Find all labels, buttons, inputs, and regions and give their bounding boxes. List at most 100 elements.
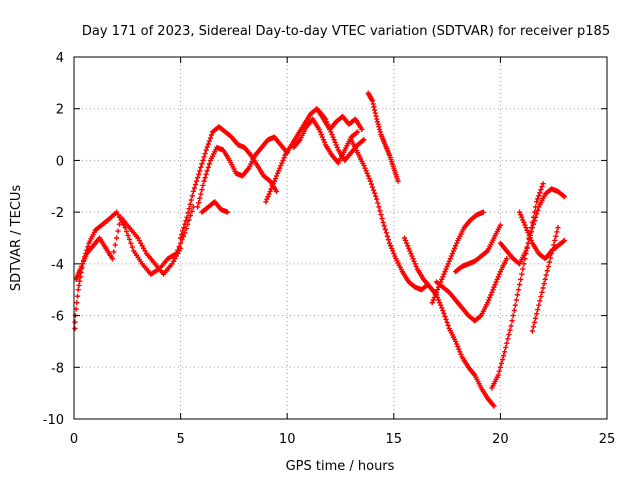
data-point [488,292,494,298]
data-point [497,222,503,228]
data-point [439,305,445,311]
data-point [534,211,540,217]
data-point [207,135,214,141]
data-point [495,372,501,378]
data-point [178,235,184,241]
data-point [542,276,548,282]
data-point [384,233,391,239]
data-point [179,231,185,238]
data-point [279,160,285,166]
data-point [319,134,325,140]
data-point [496,271,502,277]
data-point [412,261,418,267]
data-point [205,141,211,147]
data-point [277,165,283,171]
data-point [128,240,134,246]
data-point [537,190,543,196]
data-point [455,344,461,350]
data-point [550,246,556,252]
data-point [372,190,378,196]
data-point [366,175,372,182]
data-point [445,322,451,329]
data-point [275,170,281,176]
x-tick-label: 25 [599,432,616,447]
data-point [552,237,558,244]
data-point [437,300,443,306]
data-point [453,243,459,249]
data-point [492,281,498,288]
data-point [536,193,542,199]
data-point [529,328,535,334]
data-point [375,121,381,127]
data-point [374,196,380,202]
data-point [531,319,538,326]
data-point [438,302,444,308]
data-point [532,214,539,220]
y-tick-label: 4 [56,51,64,66]
data-point [200,157,206,164]
data-point [530,324,537,330]
data-point [429,300,435,306]
data-point [503,344,509,351]
data-point [368,181,375,187]
data-point [129,244,135,250]
data-point [201,178,207,184]
data-point [374,119,381,125]
series-arc-p [497,186,567,267]
x-tick-label: 20 [492,432,509,447]
data-point [332,139,338,145]
data-point [444,263,450,270]
data-point [388,243,394,249]
data-point [513,297,519,303]
data-point [377,208,383,214]
data-point [183,218,189,224]
data-point [276,168,282,174]
data-point [126,236,133,242]
data-point [115,228,121,234]
data-point [407,248,413,254]
data-point [539,184,545,190]
data-point [456,346,462,352]
data-point [185,210,191,216]
data-point [383,230,389,236]
data-point [187,212,194,219]
data-point [188,197,194,203]
data-point [521,219,527,226]
data-point [330,134,336,140]
data-point [536,302,542,308]
series-arc-q [516,209,567,262]
data-point [181,225,187,231]
data-point [540,181,546,187]
data-point [443,316,449,323]
data-point [406,245,412,251]
data-point [182,221,188,227]
data-point [480,209,486,215]
data-point [535,306,541,313]
data-point [497,364,503,370]
y-tick-label: -6 [51,310,64,325]
data-point [435,297,442,303]
data-point [362,165,368,171]
data-point [376,126,383,132]
data-point [266,191,272,197]
data-point [195,175,201,181]
data-point [529,225,535,231]
data-point [389,245,395,251]
data-point [506,331,512,338]
data-point [374,116,380,122]
data-point [518,276,524,282]
data-point [519,271,525,277]
x-tick-label: 10 [279,432,296,447]
data-point [402,237,409,244]
data-point [408,250,414,257]
data-point [551,242,557,248]
data-point [365,173,371,179]
data-point [112,242,118,248]
data-point [371,104,377,110]
x-tick-label: 15 [386,432,403,447]
y-tick-label: -8 [51,361,64,376]
data-point [204,144,210,150]
data-point [440,307,446,313]
data-point [528,228,534,235]
data-point [537,298,543,304]
